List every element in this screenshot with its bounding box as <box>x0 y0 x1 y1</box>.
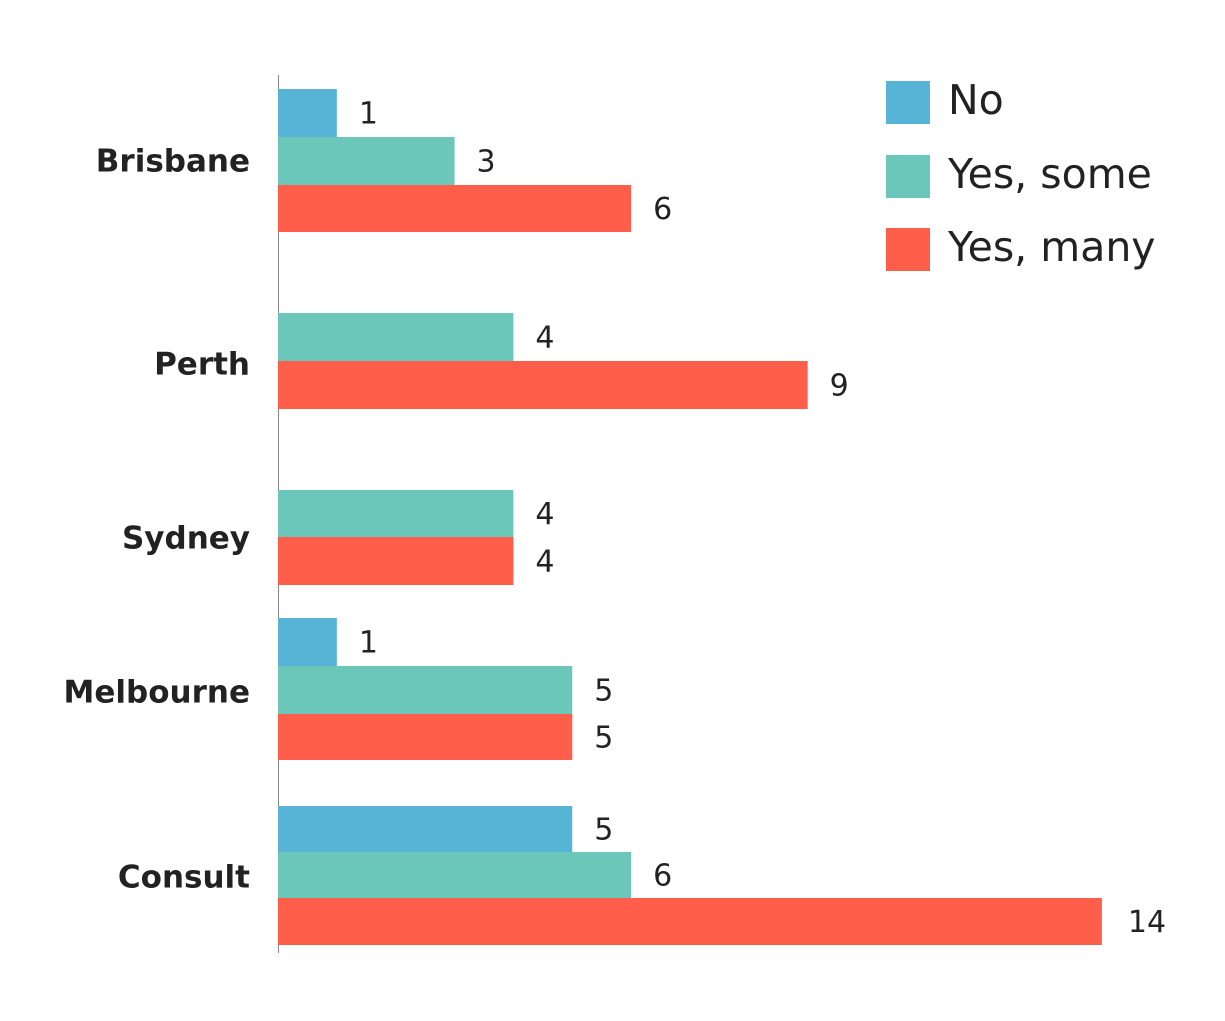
bar-yes-some <box>278 313 514 361</box>
legend-label: Yes, many <box>947 223 1156 271</box>
bar-yes-some <box>278 666 573 714</box>
bar-yes-some <box>278 490 514 537</box>
legend-swatch <box>886 81 930 124</box>
data-label: 4 <box>535 321 554 356</box>
bar-no <box>278 618 337 666</box>
bar-yes-many <box>278 537 514 585</box>
category-label: Sydney <box>122 521 250 557</box>
data-label: 5 <box>594 721 613 756</box>
legend-label: Yes, some <box>947 150 1152 198</box>
data-label: 14 <box>1128 905 1166 940</box>
bar-no <box>278 806 573 852</box>
bar-yes-some <box>278 852 632 898</box>
bar-yes-many <box>278 714 573 760</box>
category-label: Consult <box>118 860 250 896</box>
data-label: 1 <box>359 97 378 132</box>
data-label: 5 <box>594 813 613 848</box>
data-label: 6 <box>653 192 672 227</box>
data-label: 5 <box>594 674 613 709</box>
data-label: 6 <box>653 859 672 894</box>
data-label: 4 <box>535 545 554 580</box>
legend-label: No <box>948 76 1004 124</box>
category-label: Perth <box>154 347 250 383</box>
bar-yes-many <box>278 185 632 232</box>
legend-swatch <box>886 228 930 271</box>
category-label: Melbourne <box>64 675 250 711</box>
data-label: 4 <box>535 497 554 532</box>
data-label: 1 <box>359 626 378 661</box>
bar-yes-many <box>278 361 808 409</box>
bar-no <box>278 89 337 137</box>
category-label: Brisbane <box>96 144 250 180</box>
legend-swatch <box>886 155 930 198</box>
data-label: 3 <box>477 145 496 180</box>
legend: No Yes, some Yes, many <box>886 76 1156 271</box>
bar-yes-many <box>278 898 1102 945</box>
bar-yes-some <box>278 137 455 185</box>
data-label: 9 <box>830 369 849 404</box>
